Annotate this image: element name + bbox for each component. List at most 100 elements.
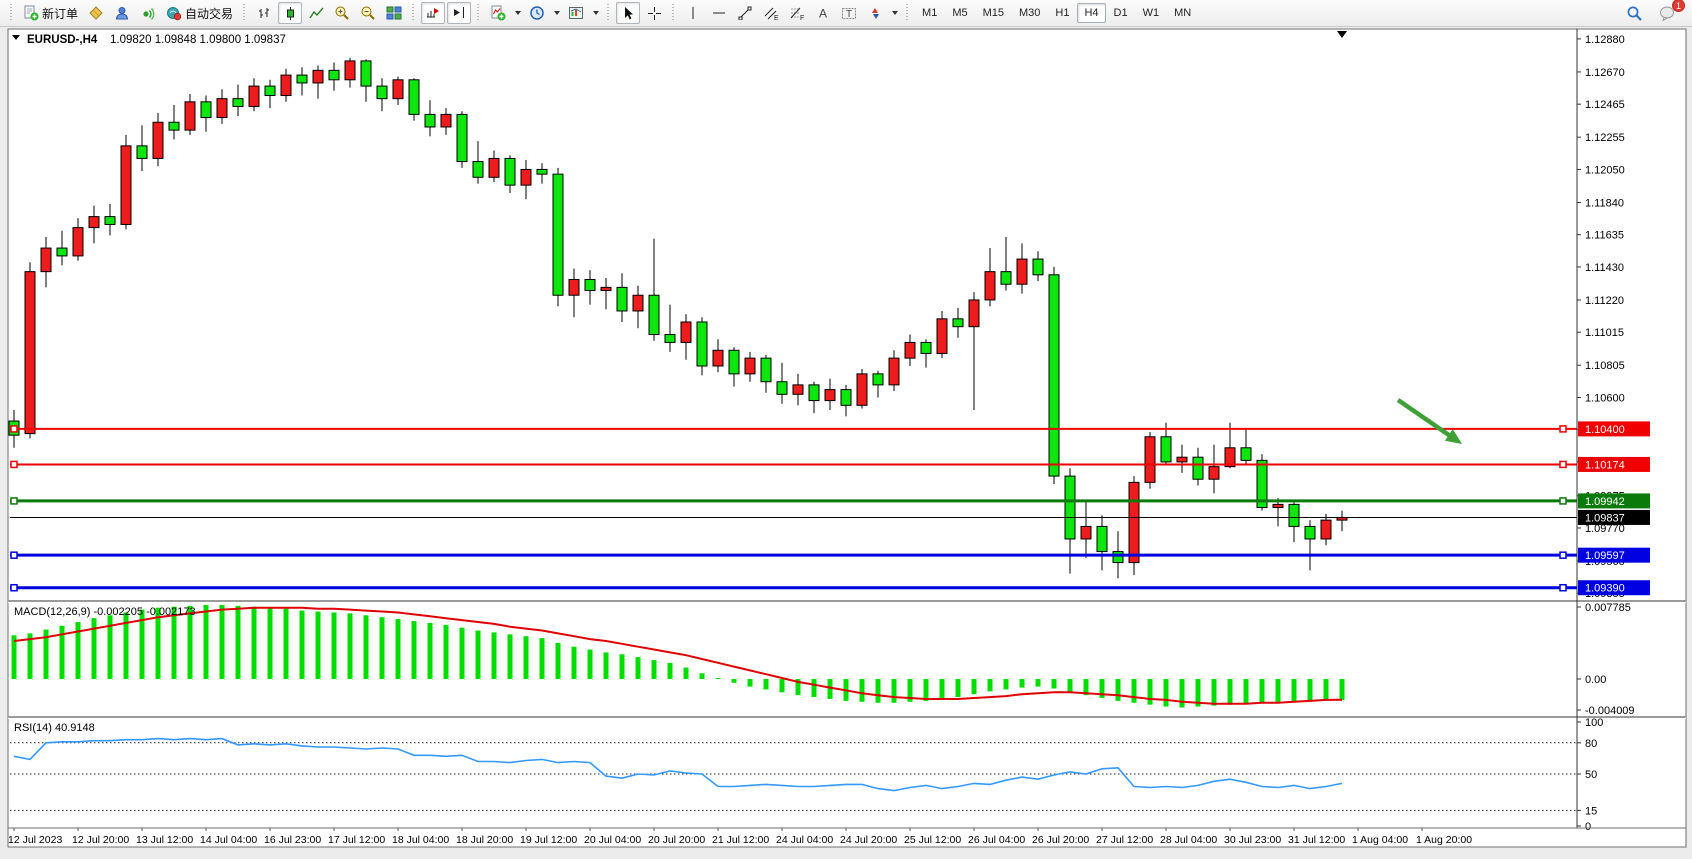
new-order-button[interactable]: 新订单 xyxy=(19,2,82,24)
tile-windows-button[interactable] xyxy=(382,2,406,24)
timeframe-button-M15[interactable]: M15 xyxy=(982,7,1004,19)
auto-scroll-icon xyxy=(427,8,440,18)
horizontal-line-1.10400[interactable]: 1.10400 xyxy=(10,421,1650,437)
horizontal-line-1.09942[interactable]: 1.09942 xyxy=(10,493,1650,509)
styler-button[interactable] xyxy=(84,2,108,24)
horizontal-line-1.10174[interactable]: 1.10174 xyxy=(10,456,1650,472)
horizontal-line-1.09390[interactable]: 1.09390 xyxy=(10,580,1650,596)
signals-button[interactable] xyxy=(136,2,160,24)
svg-text:1.10174: 1.10174 xyxy=(1585,459,1625,471)
vertical-line-button[interactable] xyxy=(681,2,705,24)
svg-text:1.11430: 1.11430 xyxy=(1585,262,1624,274)
candles-series xyxy=(8,57,1348,579)
shift-marker-icon[interactable] xyxy=(1337,31,1347,38)
arrows-tool-button[interactable] xyxy=(863,2,887,24)
periods-button[interactable] xyxy=(525,2,549,24)
svg-text:19 Jul 12:00: 19 Jul 12:00 xyxy=(520,834,577,846)
text-icon: A xyxy=(819,7,827,21)
zoom-in-icon xyxy=(335,6,349,20)
trendline-button[interactable] xyxy=(733,2,757,24)
bar-chart-button[interactable] xyxy=(252,2,276,24)
timeframe-button-H4[interactable]: H4 xyxy=(1077,3,1106,23)
annotation-arrow[interactable] xyxy=(1396,398,1462,444)
auto-trading-icon xyxy=(167,7,182,21)
new-order-icon xyxy=(24,5,39,21)
svg-text:1.12880: 1.12880 xyxy=(1585,34,1625,46)
horizontal-line-1.09837[interactable]: 1.09837 xyxy=(10,509,1650,525)
zoom-in-button[interactable] xyxy=(330,2,354,24)
line-handle xyxy=(1559,460,1567,469)
timeframe-button-M1[interactable]: M1 xyxy=(922,7,938,19)
svg-text:1.09942: 1.09942 xyxy=(1585,496,1625,508)
chart-title: EURUSD-,H4 1.09820 1.09848 1.09800 1.0983… xyxy=(12,34,286,46)
svg-text:T: T xyxy=(846,9,852,20)
notifications-button[interactable]: 1 xyxy=(1655,0,1685,24)
svg-text:1.11840: 1.11840 xyxy=(1585,197,1624,209)
svg-text:30 Jul 23:00: 30 Jul 23:00 xyxy=(1224,834,1281,846)
toolbar-grip[interactable] xyxy=(411,4,417,22)
auto-trading-button[interactable]: 自动交易 xyxy=(162,2,237,24)
candlestick-chart-button[interactable] xyxy=(278,2,303,24)
price-line-label xyxy=(1578,456,1650,472)
text-label-button[interactable]: T xyxy=(837,2,861,24)
price-chart-canvas[interactable]: 1.12880 1.12670 1.12465 1.12255 1.12050 1.118… xyxy=(0,27,1692,854)
equidistant-channel-icon: E xyxy=(764,7,779,21)
toolbar-grip[interactable] xyxy=(9,4,14,22)
line-handle xyxy=(10,551,18,559)
chevron-down-icon xyxy=(891,11,898,15)
text-button[interactable]: A xyxy=(811,2,835,24)
toolbar-grip[interactable] xyxy=(606,4,612,22)
chart-shift-button[interactable] xyxy=(447,2,472,24)
crosshair-button[interactable] xyxy=(642,2,666,24)
panel-divider[interactable] xyxy=(8,600,1686,603)
chart-ohlc-values: 1.09820 1.09848 1.09800 1.09837 xyxy=(110,34,286,46)
svg-text:1.09837: 1.09837 xyxy=(1585,512,1625,524)
periods-dropdown[interactable] xyxy=(551,2,562,24)
arrows-tool-icon xyxy=(871,7,879,19)
line-handle xyxy=(10,460,18,469)
cursor-button[interactable] xyxy=(616,2,641,24)
toolbar-grip[interactable] xyxy=(242,4,248,22)
panel-divider[interactable] xyxy=(8,716,1686,719)
auto-scroll-button[interactable] xyxy=(421,2,446,24)
new-order-label: 新订单 xyxy=(42,6,79,21)
timeframe-button-W1[interactable]: W1 xyxy=(1142,7,1160,19)
templates-dropdown[interactable] xyxy=(590,2,601,24)
svg-text:0: 0 xyxy=(1585,821,1591,833)
toolbar-grip[interactable] xyxy=(905,4,911,22)
toolbar-grip[interactable] xyxy=(671,4,677,22)
zoom-out-button[interactable] xyxy=(356,2,380,24)
fibonacci-button[interactable]: F xyxy=(785,2,809,24)
chart-menu-caret[interactable] xyxy=(12,35,20,40)
timeframe-button-H1[interactable]: H1 xyxy=(1055,7,1070,19)
arrows-dropdown[interactable] xyxy=(889,2,900,24)
equidistant-channel-button[interactable]: E xyxy=(759,2,783,24)
svg-text:16 Jul 23:00: 16 Jul 23:00 xyxy=(264,834,321,846)
macd-panel: 0.007785 0.00 -0.004009 MACD(12,26,9) -0.00… xyxy=(11,602,1635,717)
line-handle xyxy=(1559,583,1567,592)
horizontal-line-1.09597[interactable]: 1.09597 xyxy=(10,547,1650,563)
price-line-label xyxy=(1578,580,1650,596)
timeframe-button-M5[interactable]: M5 xyxy=(952,7,968,19)
svg-text:28 Jul 04:00: 28 Jul 04:00 xyxy=(1160,834,1217,846)
svg-text:21 Jul 12:00: 21 Jul 12:00 xyxy=(712,834,769,846)
horizontal-line-button[interactable] xyxy=(707,2,731,24)
timeframe-button-M30[interactable]: M30 xyxy=(1019,7,1041,19)
toolbar-grip[interactable] xyxy=(476,4,482,22)
timeframe-button-D1[interactable]: D1 xyxy=(1113,7,1128,19)
line-chart-icon xyxy=(308,7,324,18)
templates-button[interactable] xyxy=(564,2,588,24)
timeframe-button-MN[interactable]: MN xyxy=(1174,7,1192,19)
indicators-button[interactable] xyxy=(486,2,510,24)
price-line-label xyxy=(1578,509,1650,525)
timeframe-group: M1 M5 M15 M30 H1 H4 D1 W1 MN xyxy=(915,3,1198,23)
rsi-label: RSI(14) 40.9148 xyxy=(14,722,95,734)
line-chart-button[interactable] xyxy=(304,2,328,24)
time-axis: 12 Jul 2023 12 Jul 20:00 13 Jul 12:00 14 Ju… xyxy=(8,827,1686,846)
indicators-dropdown[interactable] xyxy=(512,2,523,24)
candlestick-icon xyxy=(286,6,294,20)
profile-button[interactable] xyxy=(110,2,134,24)
svg-text:1.11015: 1.11015 xyxy=(1585,327,1624,339)
search-button[interactable] xyxy=(1622,2,1647,24)
svg-text:1.10400: 1.10400 xyxy=(1585,424,1625,436)
